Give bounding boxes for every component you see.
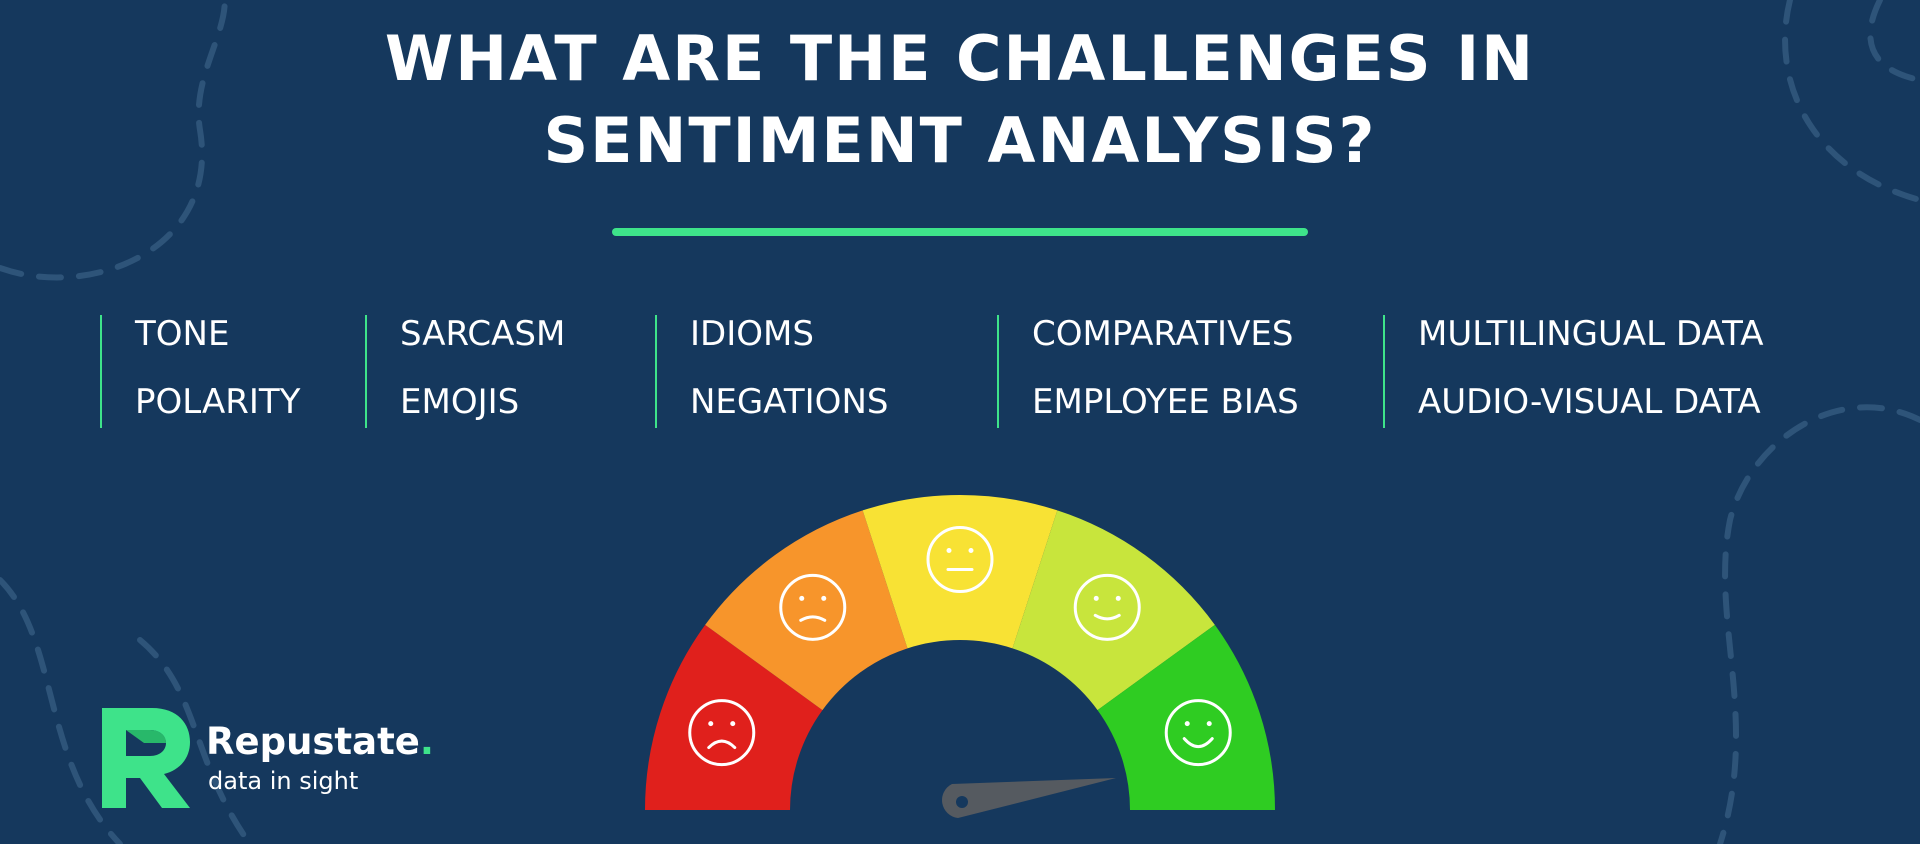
brand-tagline: data in sight xyxy=(208,766,358,796)
repustate-r-logo-icon xyxy=(100,700,195,812)
gauge-needle xyxy=(942,778,1116,818)
gauge-needle-hub xyxy=(956,796,968,808)
repustate-logo: Repustate. data in sight xyxy=(100,700,460,815)
brand-name: Repustate. xyxy=(206,720,434,764)
